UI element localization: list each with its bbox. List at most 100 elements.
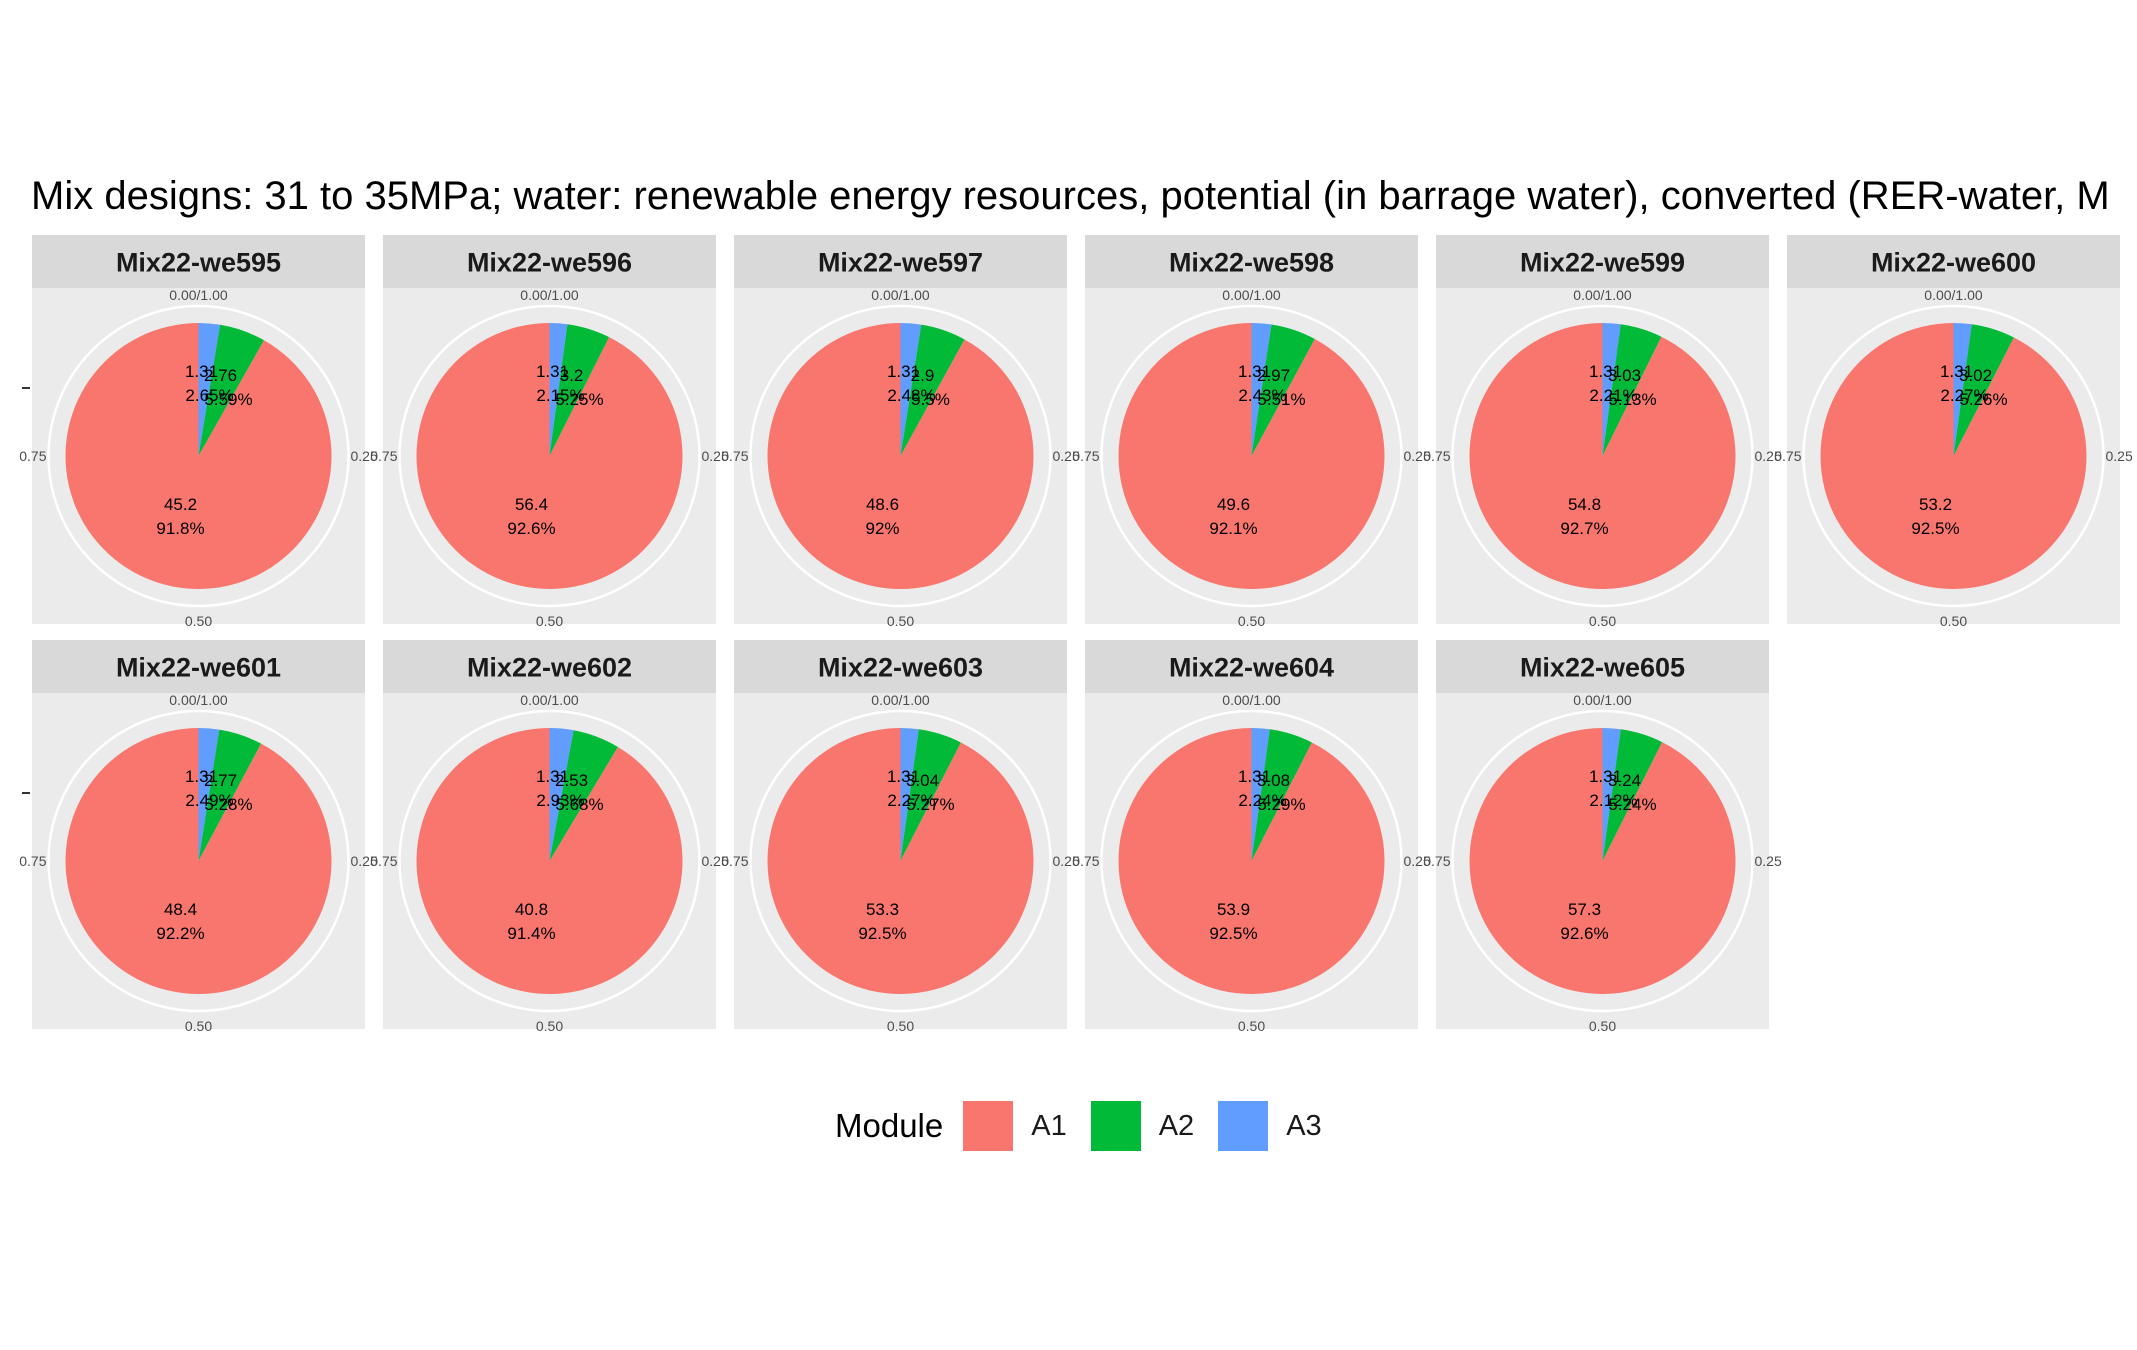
tick-label-left: 0.75	[1774, 448, 1801, 464]
facet-mix22-we600: Mix22-we600 0.00/1.00 0.25 0.50 0.75 53.2 92.5…	[1774, 235, 2133, 629]
tick-label-bottom: 0.50	[1238, 1018, 1265, 1034]
facet-strip-label: Mix22-we603	[818, 653, 983, 683]
pie-slice-a1	[416, 728, 683, 995]
data-label-value-a1: 53.9	[1217, 900, 1250, 919]
tick-label-bottom: 0.50	[887, 613, 914, 629]
polar-grid-ring	[749, 304, 1052, 608]
tick-label-bottom: 0.50	[1238, 613, 1265, 629]
tick-label-top: 0.00/1.00	[871, 287, 930, 303]
data-label-percent-a1: 92.5%	[1911, 519, 1959, 538]
data-label-value-a3: 1.31	[536, 362, 569, 381]
pie-slice-a1	[1469, 728, 1736, 994]
data-label-percent-a2: 5.29%	[1257, 795, 1305, 814]
data-label-value-a3: 1.31	[185, 767, 218, 786]
legend-swatch-a2	[1090, 1101, 1141, 1151]
pie-slice-a2	[198, 324, 265, 456]
data-label-value-a1: 45.2	[164, 495, 197, 514]
data-label-value-a3: 1.31	[185, 362, 218, 381]
facet-mix22-we596: Mix22-we596 0.00/1.00 0.25 0.50 0.75 56.4 92.6…	[370, 235, 729, 629]
legend-label-a1: A1	[1031, 1109, 1067, 1142]
facet-strip	[734, 235, 1067, 288]
pie-slice-a1	[1118, 728, 1385, 995]
data-label-value-a2: 2.97	[1257, 366, 1290, 385]
facet-strip-label: Mix22-we601	[116, 653, 281, 683]
data-label-percent-a2: 5.68%	[555, 795, 603, 814]
tick-label-left: 0.75	[19, 448, 46, 464]
polar-grid-ring	[47, 304, 350, 608]
facet-strip	[32, 235, 365, 288]
data-label-percent-a2: 5.51%	[1257, 390, 1305, 409]
tick-label-bottom: 0.50	[536, 613, 563, 629]
data-label-percent-a3: 2.12%	[1589, 791, 1637, 810]
tick-label-bottom: 0.50	[1589, 1018, 1616, 1034]
data-label-percent-a3: 2.27%	[1940, 386, 1988, 405]
facet-mix22-we598: Mix22-we598 0.00/1.00 0.25 0.50 0.75 49.6 92.1…	[1072, 235, 1431, 629]
data-label-value-a2: 2.53	[555, 771, 588, 790]
data-label-percent-a2: 5.26%	[1959, 390, 2007, 409]
facet-strip-label: Mix22-we604	[1169, 653, 1334, 683]
polar-grid-ring	[1100, 709, 1403, 1013]
facet-mix22-we597: Mix22-we597 0.00/1.00 0.25 0.50 0.75 48.6 92% 2…	[721, 235, 1080, 629]
pie-slice-a1	[1469, 323, 1736, 589]
data-label-value-a1: 53.3	[866, 900, 899, 919]
data-label-value-a2: 3.03	[1608, 366, 1641, 385]
pie-slice-a3	[1602, 728, 1621, 861]
pie-slice-a1	[1118, 323, 1385, 589]
data-label-value-a2: 2.9	[911, 366, 935, 385]
pie-slice-a1	[65, 728, 332, 995]
data-label-percent-a2: 5.28%	[204, 795, 252, 814]
pie-slice-a1	[1820, 323, 2087, 589]
tick-label-right: 0.25	[1053, 448, 1080, 464]
data-label-percent-a1: 92.7%	[1560, 519, 1608, 538]
data-label-value-a1: 57.3	[1568, 900, 1601, 919]
tick-label-bottom: 0.50	[1940, 613, 1967, 629]
pie-slice-a3	[1251, 323, 1272, 456]
data-label-value-a1: 49.6	[1217, 495, 1250, 514]
data-label-value-a2: 2.76	[204, 366, 237, 385]
data-label-percent-a3: 2.65%	[185, 386, 233, 405]
pie-slice-a1	[767, 323, 1034, 590]
tick-label-bottom: 0.50	[887, 1018, 914, 1034]
tick-label-left: 0.75	[721, 853, 748, 869]
pie-slice-a2	[1602, 729, 1663, 861]
facet-mix22-we595: Mix22-we595 0.00/1.00 0.25 0.50 0.75 45.2 91.8…	[19, 235, 378, 629]
facet-strip-label: Mix22-we600	[1871, 248, 2036, 278]
pie-slice-a3	[198, 323, 221, 456]
data-label-percent-a1: 92.2%	[156, 924, 204, 943]
facet-strip	[734, 640, 1067, 693]
tick-label-top: 0.00/1.00	[1573, 692, 1632, 708]
facet-strip	[1085, 235, 1418, 288]
tick-label-top: 0.00/1.00	[1222, 692, 1281, 708]
tick-label-left: 0.75	[1423, 448, 1450, 464]
tick-label-left: 0.75	[1072, 853, 1099, 869]
data-label-percent-a3: 2.15%	[536, 386, 584, 405]
data-label-percent-a1: 92.5%	[858, 924, 906, 943]
data-label-percent-a1: 92.6%	[507, 519, 555, 538]
data-label-value-a3: 1.31	[1238, 767, 1271, 786]
data-label-percent-a2: 5.5%	[911, 390, 950, 409]
tick-label-left: 0.75	[370, 448, 397, 464]
data-label-percent-a1: 92%	[865, 519, 899, 538]
facet-strip-label: Mix22-we597	[818, 248, 983, 278]
legend-swatch-a1	[963, 1101, 1014, 1151]
tick-label-bottom: 0.50	[185, 1018, 212, 1034]
tick-label-left: 0.75	[370, 853, 397, 869]
facet-mix22-we605: Mix22-we605 0.00/1.00 0.25 0.50 0.75 57.3 92.6…	[1423, 640, 1782, 1034]
data-label-percent-a3: 2.48%	[887, 386, 935, 405]
data-label-percent-a3: 2.21%	[1589, 386, 1637, 405]
data-label-value-a1: 54.8	[1568, 495, 1601, 514]
polar-grid-ring	[398, 304, 701, 608]
data-label-percent-a2: 5.25%	[555, 390, 603, 409]
polar-grid-ring	[1451, 304, 1754, 608]
data-label-percent-a1: 92.6%	[1560, 924, 1608, 943]
polar-grid-ring	[398, 709, 701, 1013]
pie-slice-a2	[549, 324, 610, 456]
facet-strip-label: Mix22-we605	[1520, 653, 1685, 683]
facet-mix22-we602: Mix22-we602 0.00/1.00 0.25 0.50 0.75 40.8 91.4…	[370, 640, 729, 1034]
data-label-value-a3: 1.31	[1589, 767, 1622, 786]
polar-grid-ring	[1100, 304, 1403, 608]
tick-label-top: 0.00/1.00	[1924, 287, 1983, 303]
tick-label-right: 0.25	[1755, 853, 1782, 869]
legend-item-a3: A3	[1218, 1101, 1322, 1151]
pie-slice-a2	[198, 729, 262, 861]
